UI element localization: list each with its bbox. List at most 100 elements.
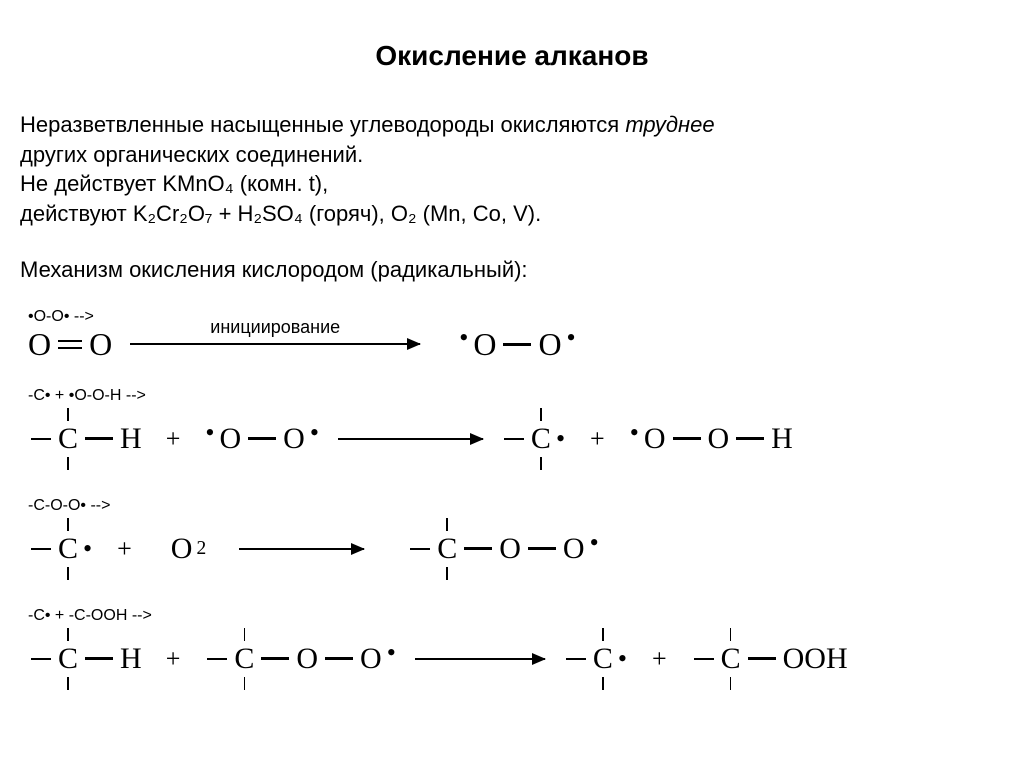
- r1-reactant: O O: [28, 326, 112, 363]
- reaction-arrow: [239, 548, 364, 550]
- vertical-bond-icon: [244, 628, 246, 641]
- subscript-2: 2: [196, 538, 206, 560]
- single-bond-icon: [31, 548, 51, 550]
- letter-c: C: [58, 534, 78, 564]
- single-bond-icon: [504, 438, 524, 440]
- single-bond-icon: [748, 657, 776, 660]
- radical-dot-icon: •: [309, 420, 320, 446]
- r2-reactant-2: • O O •: [204, 422, 320, 456]
- reaction-scheme: •O-O• --> O O инициирование • O O • -C• …: [20, 308, 1004, 693]
- reaction-arrow: [338, 438, 483, 440]
- r4-product-2: C OOH: [691, 625, 848, 693]
- letter-o: O: [219, 422, 241, 456]
- vertical-bond-icon: [730, 628, 732, 641]
- radical-dot-icon: •: [589, 530, 600, 556]
- intro-line3: Не действует KMnO₄ (комн. t),: [20, 171, 328, 196]
- reaction-arrow: инициирование: [130, 343, 420, 345]
- intro-line1a: Неразветвленные насыщенные углеводороды …: [20, 112, 625, 137]
- carbon-fragment: C: [58, 625, 78, 693]
- vertical-bond-icon: [67, 408, 69, 421]
- r4-reactant-2: C O O •: [204, 625, 396, 693]
- letter-o: O: [360, 642, 382, 676]
- letter-o: O: [538, 326, 561, 363]
- vertical-bond-icon: [540, 408, 542, 421]
- vertical-bond-icon: [446, 518, 448, 531]
- letter-o: O: [283, 422, 305, 456]
- letter-o: O: [171, 532, 193, 566]
- arrow-label: инициирование: [130, 317, 420, 338]
- letter-o: O: [89, 326, 112, 363]
- double-bond-icon: [58, 340, 82, 349]
- letter-o: O: [708, 422, 730, 456]
- carbon-fragment: C: [531, 405, 551, 473]
- radical-dot-icon: •: [82, 536, 93, 562]
- letter-o: O: [644, 422, 666, 456]
- single-bond-icon: [528, 547, 556, 550]
- reaction-row-4: C H + C O O • C: [28, 625, 1004, 693]
- letter-h: H: [120, 422, 142, 456]
- plus-sign: +: [160, 424, 187, 454]
- radical-dot-icon: •: [617, 646, 628, 672]
- r3-product: C O O •: [407, 515, 599, 583]
- single-bond-icon: [694, 658, 714, 660]
- intro-line4: действуют K₂Cr₂O₇ + H₂SO₄ (горяч), O₂ (M…: [20, 201, 541, 226]
- single-bond-icon: [566, 658, 586, 660]
- letter-o: O: [499, 532, 521, 566]
- single-bond-icon: [207, 658, 227, 660]
- single-bond-icon: [31, 438, 51, 440]
- single-bond-icon: [736, 437, 764, 440]
- letter-o: O: [28, 326, 51, 363]
- intro-line2: других органических соединений.: [20, 142, 363, 167]
- carbon-fragment: C: [437, 515, 457, 583]
- r1-product: • O O •: [458, 326, 576, 363]
- vertical-bond-icon: [446, 567, 448, 580]
- r4-reactant-1: C H: [28, 625, 142, 693]
- single-bond-icon: [464, 547, 492, 550]
- letter-h: H: [771, 422, 793, 456]
- vertical-bond-icon: [67, 518, 69, 531]
- plus-sign: +: [111, 534, 138, 564]
- carbon-fragment: C: [58, 515, 78, 583]
- vertical-bond-icon: [244, 677, 246, 690]
- vertical-bond-icon: [67, 628, 69, 641]
- letter-c: C: [58, 644, 78, 674]
- r2-product-2: • O O H: [629, 422, 793, 456]
- single-bond-icon: [248, 437, 276, 440]
- single-bond-icon: [325, 657, 353, 660]
- r2-product-1: C •: [501, 405, 566, 473]
- reaction-row-2: C H + • O O • C • + •: [28, 405, 1004, 473]
- vertical-bond-icon: [67, 567, 69, 580]
- r2-reactant-1: C H: [28, 405, 142, 473]
- radical-dot-icon: •: [566, 325, 577, 351]
- carbon-fragment: C: [721, 625, 741, 693]
- r3-reactant-1: C •: [28, 515, 93, 583]
- intro-italic: труднее: [625, 112, 714, 137]
- vertical-bond-icon: [602, 677, 604, 690]
- radical-dot-icon: •: [386, 640, 397, 666]
- vertical-bond-icon: [540, 457, 542, 470]
- letter-h: H: [120, 642, 142, 676]
- letter-c: C: [531, 424, 551, 454]
- radical-dot-icon: •: [555, 426, 566, 452]
- intro-paragraph: Неразветвленные насыщенные углеводороды …: [20, 110, 1004, 229]
- vertical-bond-icon: [67, 457, 69, 470]
- single-bond-icon: [31, 658, 51, 660]
- single-bond-icon: [410, 548, 430, 550]
- reaction-arrow: [415, 658, 545, 660]
- letter-c: C: [234, 644, 254, 674]
- plus-sign: +: [584, 424, 611, 454]
- r4-product-1: C •: [563, 625, 628, 693]
- single-bond-icon: [85, 657, 113, 660]
- plus-sign: +: [160, 644, 187, 674]
- letter-o: O: [473, 326, 496, 363]
- letter-c: C: [721, 644, 741, 674]
- vertical-bond-icon: [67, 677, 69, 690]
- single-bond-icon: [85, 437, 113, 440]
- carbon-fragment: C: [593, 625, 613, 693]
- radical-dot-icon: •: [204, 420, 215, 446]
- r3-reactant-2: O2: [156, 532, 221, 566]
- letter-c: C: [437, 534, 457, 564]
- reaction-row-3: C • + O2 C O O •: [28, 515, 1004, 583]
- ooh-text: OOH: [783, 642, 848, 676]
- single-bond-icon: [503, 343, 531, 346]
